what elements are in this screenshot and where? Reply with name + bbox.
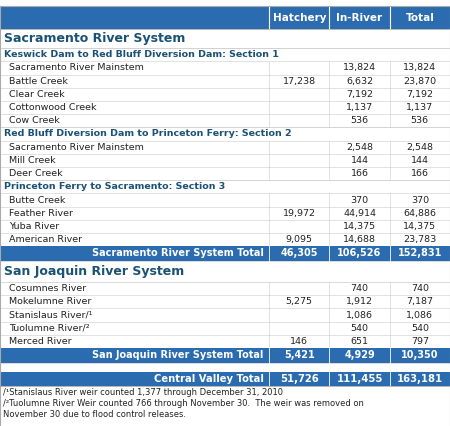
Text: November 30 due to flood control releases.: November 30 due to flood control release… <box>3 410 186 419</box>
Text: /¹Stanislaus River weir counted 1,377 through December 31, 2010: /¹Stanislaus River weir counted 1,377 th… <box>3 388 283 397</box>
Text: 540: 540 <box>351 324 369 333</box>
Text: Cosumnes River: Cosumnes River <box>9 284 86 293</box>
Text: 163,181: 163,181 <box>397 374 443 384</box>
Text: 1,137: 1,137 <box>346 103 373 112</box>
Text: 540: 540 <box>411 324 429 333</box>
Text: San Joaquin River System: San Joaquin River System <box>4 265 184 278</box>
Text: 651: 651 <box>351 337 369 346</box>
Text: Cow Creek: Cow Creek <box>9 116 60 125</box>
Text: 6,632: 6,632 <box>346 77 373 86</box>
Text: Butte Creek: Butte Creek <box>9 196 65 204</box>
Text: Princeton Ferry to Sacramento: Section 3: Princeton Ferry to Sacramento: Section 3 <box>4 182 225 191</box>
Text: 797: 797 <box>411 337 429 346</box>
Text: Keswick Dam to Red Bluff Diversion Dam: Section 1: Keswick Dam to Red Bluff Diversion Dam: … <box>4 50 279 59</box>
Text: 9,095: 9,095 <box>286 235 313 244</box>
Text: Total: Total <box>405 13 434 23</box>
Text: In-River: In-River <box>337 13 382 23</box>
Text: 146: 146 <box>290 337 308 346</box>
Text: 1,086: 1,086 <box>406 311 433 320</box>
Text: 1,912: 1,912 <box>346 297 373 306</box>
Text: /²Tuolumne River Weir counted 766 through November 30.  The weir was removed on: /²Tuolumne River Weir counted 766 throug… <box>3 399 364 408</box>
Text: Yuba River: Yuba River <box>9 222 59 231</box>
Text: Cottonwood Creek: Cottonwood Creek <box>9 103 96 112</box>
Text: Mokelumne River: Mokelumne River <box>9 297 91 306</box>
Text: 740: 740 <box>351 284 369 293</box>
Text: Red Bluff Diversion Dam to Princeton Ferry: Section 2: Red Bluff Diversion Dam to Princeton Fer… <box>4 130 291 138</box>
Text: 5,421: 5,421 <box>284 350 315 360</box>
Text: Battle Creek: Battle Creek <box>9 77 68 86</box>
Text: Sacramento River System Total: Sacramento River System Total <box>92 248 264 259</box>
Text: Tuolumne River/²: Tuolumne River/² <box>9 324 90 333</box>
Text: 10,350: 10,350 <box>401 350 439 360</box>
Text: 1,137: 1,137 <box>406 103 433 112</box>
Text: 13,824: 13,824 <box>343 63 376 72</box>
Bar <box>0 246 450 261</box>
Text: 14,688: 14,688 <box>343 235 376 244</box>
Text: 5,275: 5,275 <box>286 297 313 306</box>
Text: American River: American River <box>9 235 82 244</box>
Text: Sacramento River System: Sacramento River System <box>4 32 185 45</box>
Text: 51,726: 51,726 <box>280 374 319 384</box>
Text: 2,548: 2,548 <box>406 143 433 152</box>
Text: 740: 740 <box>411 284 429 293</box>
Text: Deer Creek: Deer Creek <box>9 169 63 178</box>
Text: San Joaquin River System Total: San Joaquin River System Total <box>92 350 264 360</box>
Text: 19,972: 19,972 <box>283 209 316 218</box>
Text: 7,187: 7,187 <box>406 297 433 306</box>
Text: 2,548: 2,548 <box>346 143 373 152</box>
Text: 106,526: 106,526 <box>338 248 382 259</box>
Text: 111,455: 111,455 <box>336 374 383 384</box>
Text: Central Valley Total: Central Valley Total <box>154 374 264 384</box>
Text: 64,886: 64,886 <box>403 209 436 218</box>
Text: 144: 144 <box>411 156 429 165</box>
Text: 144: 144 <box>351 156 369 165</box>
Text: 23,783: 23,783 <box>403 235 436 244</box>
Text: 166: 166 <box>351 169 369 178</box>
Text: 44,914: 44,914 <box>343 209 376 218</box>
Text: Feather River: Feather River <box>9 209 73 218</box>
Text: Stanislaus River/¹: Stanislaus River/¹ <box>9 311 93 320</box>
Text: 23,870: 23,870 <box>403 77 436 86</box>
Text: 7,192: 7,192 <box>406 90 433 99</box>
Text: 370: 370 <box>411 196 429 204</box>
Bar <box>0 372 450 386</box>
Text: Clear Creek: Clear Creek <box>9 90 65 99</box>
Text: Hatchery: Hatchery <box>273 13 326 23</box>
Text: 370: 370 <box>351 196 369 204</box>
Text: 46,305: 46,305 <box>280 248 318 259</box>
Text: 152,831: 152,831 <box>398 248 442 259</box>
Text: 14,375: 14,375 <box>343 222 376 231</box>
Text: 1,086: 1,086 <box>346 311 373 320</box>
Text: 13,824: 13,824 <box>403 63 436 72</box>
Text: 536: 536 <box>351 116 369 125</box>
Text: 17,238: 17,238 <box>283 77 316 86</box>
Text: Sacramento River Mainstem: Sacramento River Mainstem <box>9 143 144 152</box>
Text: Merced River: Merced River <box>9 337 72 346</box>
Text: 166: 166 <box>411 169 429 178</box>
Bar <box>0 6 450 29</box>
Text: 536: 536 <box>411 116 429 125</box>
Text: 4,929: 4,929 <box>344 350 375 360</box>
Bar <box>0 348 450 363</box>
Text: Sacramento River Mainstem: Sacramento River Mainstem <box>9 63 144 72</box>
Text: 7,192: 7,192 <box>346 90 373 99</box>
Text: 14,375: 14,375 <box>403 222 436 231</box>
Text: Mill Creek: Mill Creek <box>9 156 56 165</box>
